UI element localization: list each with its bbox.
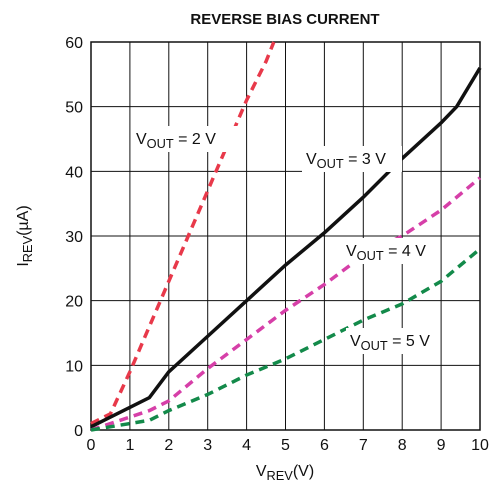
label-main: V bbox=[350, 333, 361, 350]
x-tick-label: 7 bbox=[359, 437, 368, 454]
x-tick-label: 4 bbox=[242, 437, 251, 454]
x-tick-label: 2 bbox=[164, 437, 173, 454]
y-tick-label: 20 bbox=[65, 294, 83, 311]
label-bg bbox=[132, 126, 242, 152]
label-sub: OUT bbox=[357, 248, 384, 263]
y-tick-label: 40 bbox=[65, 164, 83, 181]
y-tick-label: 0 bbox=[74, 423, 83, 440]
label-rest: = 3 V bbox=[344, 151, 387, 168]
plot-border bbox=[90, 41, 481, 431]
y-tick-label: 30 bbox=[65, 229, 83, 246]
x-tick-label: 10 bbox=[471, 437, 489, 454]
label-bg bbox=[302, 146, 402, 172]
label-rest: (µA) bbox=[15, 205, 32, 236]
label-main: V bbox=[256, 463, 267, 480]
label-main: V bbox=[346, 243, 357, 260]
label-sub: OUT bbox=[147, 136, 174, 151]
label-main: I bbox=[15, 262, 32, 266]
label-sub: REV bbox=[20, 235, 35, 262]
y-tick-label: 10 bbox=[65, 358, 83, 375]
chart-title: REVERSE BIAS CURRENT bbox=[190, 11, 379, 28]
series-label: VOUT = 4 V bbox=[346, 243, 426, 263]
label-sub: OUT bbox=[317, 156, 344, 171]
x-tick-label: 0 bbox=[87, 437, 96, 454]
series-line bbox=[90, 41, 276, 426]
series-label: VOUT = 5 V bbox=[350, 333, 430, 353]
label-main: V bbox=[306, 151, 317, 168]
y-tick-label: 50 bbox=[65, 100, 83, 117]
x-axis-label: VREV(V) bbox=[256, 463, 314, 483]
label-bg bbox=[346, 328, 440, 354]
label-rest: = 4 V bbox=[384, 243, 427, 260]
y-tick-label: 60 bbox=[65, 35, 83, 52]
x-tick-label: 3 bbox=[203, 437, 212, 454]
series-line bbox=[90, 247, 482, 432]
y-axis-label: IREV(µA) bbox=[15, 205, 35, 266]
x-tick-label: 9 bbox=[437, 437, 446, 454]
series-label: VOUT = 3 V bbox=[306, 151, 386, 171]
x-tick-label: 8 bbox=[398, 437, 407, 454]
label-sub: OUT bbox=[361, 338, 388, 353]
series-label: VOUT = 2 V bbox=[136, 131, 216, 151]
label-rest: (V) bbox=[293, 463, 314, 480]
x-tick-label: 1 bbox=[125, 437, 134, 454]
series-line bbox=[90, 66, 482, 429]
x-tick-label: 5 bbox=[281, 437, 290, 454]
label-rest: = 5 V bbox=[388, 333, 431, 350]
label-main: V bbox=[136, 131, 147, 148]
label-sub: REV bbox=[267, 468, 294, 483]
x-tick-label: 6 bbox=[320, 437, 329, 454]
label-bg bbox=[342, 238, 436, 264]
label-rest: = 2 V bbox=[174, 131, 217, 148]
series-line bbox=[90, 176, 482, 432]
